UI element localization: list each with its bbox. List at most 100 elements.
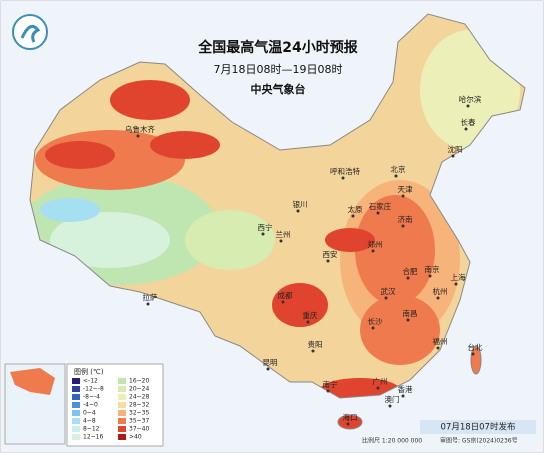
city-label: 海口 [343,412,358,422]
legend: <-12-12~-8-8~-4-4~00~44~88~1212~1616~202… [72,378,149,441]
city-label: 武汉 [381,286,396,296]
city-dot [326,389,330,393]
legend-swatch [118,402,126,408]
legend-swatch [118,410,126,416]
city-dot [261,232,265,236]
city-label: 天津 [398,185,413,194]
legend-label: 28~32 [129,402,149,409]
city-label: 南京 [425,264,440,274]
city-dot [266,367,270,371]
legend-swatch [72,402,80,408]
legend-label: 0~4 [83,410,96,417]
hainan [337,414,363,430]
city-label: 昆明 [263,358,278,367]
legend-label: >40 [129,434,142,441]
city-dot [296,209,300,213]
city-label: 南昌 [403,308,418,318]
city-dot [451,154,455,158]
legend-swatch [72,378,80,384]
legend-label: 24~28 [129,394,149,401]
city-dot [406,276,410,280]
legend-swatch [118,378,126,384]
logo-mark [20,24,41,43]
city-label: 福州 [433,337,448,346]
logo [12,14,48,50]
city-dot [311,349,315,353]
city-label: 杭州 [433,286,448,296]
title: 全国最高气温24小时预报 [197,39,357,56]
subtitle: 7月18日08时—19日08时 [214,63,343,76]
city-label: 长春 [461,117,476,127]
city-dot [281,300,285,304]
city-dot [464,127,468,131]
city-dot [306,320,310,324]
city-label: 乌鲁木齐 [125,124,155,134]
approval: 审图号: GS京(2024)0236号 [440,437,518,445]
city-dot [466,104,470,108]
city-dot [436,296,440,300]
city-dot [401,224,405,228]
issued: 07月18日07时发布 [441,422,516,433]
legend-label: <-12 [83,378,98,385]
city-label: 成都 [278,290,293,300]
city-label: 郑州 [368,239,383,249]
legend-title: 图例 (℃) [74,367,104,376]
inset-land [10,368,55,395]
city-label: 太原 [348,204,363,214]
city-dot [371,326,375,330]
legend-swatch [72,434,80,440]
legend-swatch [118,434,126,440]
city-dot [346,422,350,426]
city-dot [454,282,458,286]
legend-label: 4~8 [83,418,96,425]
legend-swatch [118,426,126,432]
border [29,13,526,399]
city-label: 长沙 [368,316,383,326]
legend-swatch [72,394,80,400]
city-dot [394,174,398,178]
city-label: 上海 [451,272,466,282]
city-label: 哈尔滨 [459,94,482,104]
city-label: 拉萨 [143,292,158,302]
legend-label: 37~40 [129,426,149,433]
city-dot [279,239,283,243]
city-dot [384,296,388,300]
agency: 中央气象台 [251,82,306,96]
city-dot [388,404,392,408]
legend-swatch [118,418,126,424]
city-dot [376,386,380,390]
city-label: 澳门 [385,394,400,404]
legend-label: 20~24 [129,386,149,393]
city-dot [401,194,405,198]
city-dot [428,274,432,278]
city-label: 兰州 [276,229,291,239]
legend-swatch [118,386,126,392]
city-label: 西安 [323,249,338,259]
city-label: 沈阳 [448,144,463,154]
city-dot [376,211,380,215]
city-label: 台北 [468,342,483,352]
legend-swatch [118,394,126,400]
city-label: 贵阳 [308,339,323,349]
city-label: 北京 [391,164,406,174]
legend-label: 35~37 [129,418,149,425]
legend-box [66,363,164,447]
city-label: 石家庄 [369,201,392,211]
city-dot [146,302,150,306]
city-dot [136,134,140,138]
city-dot [471,352,475,356]
city-label: 香港 [398,384,413,394]
city-dot [341,176,345,180]
city-label: 银川 [293,200,308,209]
legend-label: 8~12 [83,426,100,433]
legend-label: -12~-8 [83,386,104,393]
legend-swatch [72,426,80,432]
city-dot [401,394,405,398]
scale: 比例尺 1:20 000 000 [362,437,422,445]
issued-bg [420,420,536,434]
city-label: 广州 [373,376,388,386]
city-label: 西宁 [258,222,273,232]
city-dot [436,346,440,350]
